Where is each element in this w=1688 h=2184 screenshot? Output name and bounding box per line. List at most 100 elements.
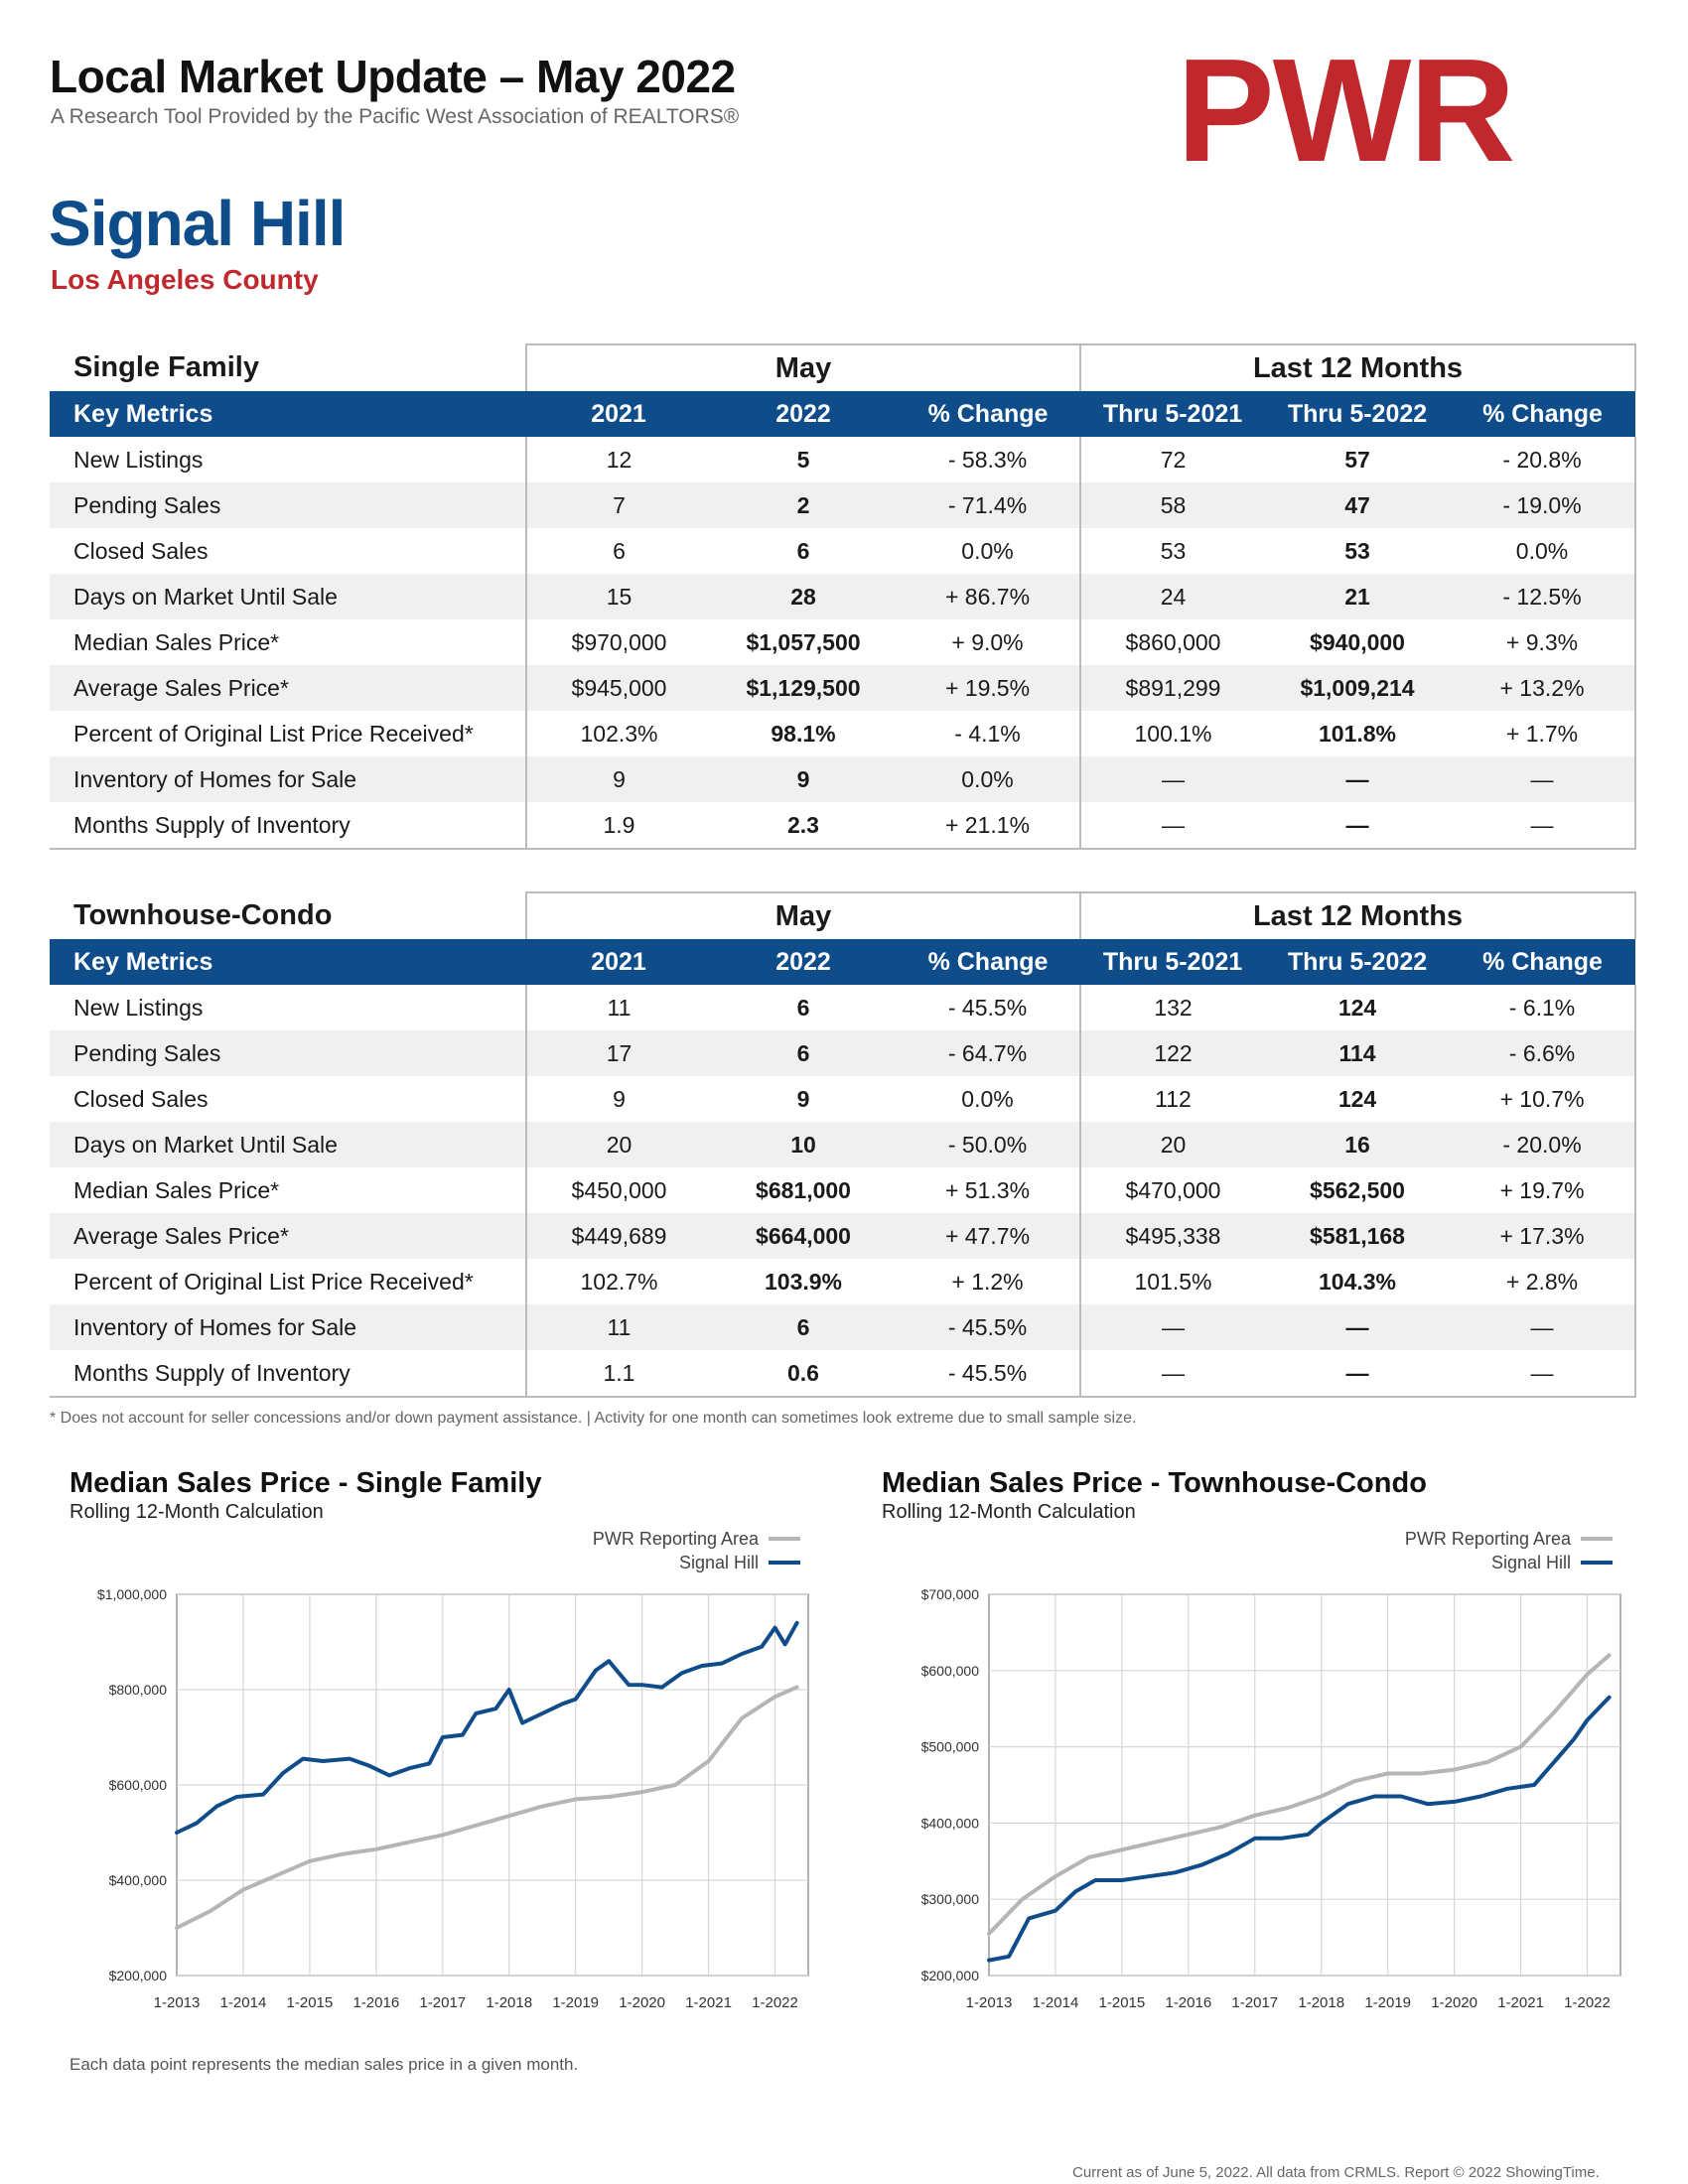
header-key-metrics: Key Metrics xyxy=(50,391,526,437)
metric-value: — xyxy=(1079,802,1266,850)
metric-value: $450,000 xyxy=(525,1167,711,1213)
metric-value: + 2.8% xyxy=(1450,1259,1637,1304)
table-row: Closed Sales 9 9 0.0% 112 124 + 10.7% xyxy=(50,1076,1637,1122)
metric-label: New Listings xyxy=(73,446,204,473)
metric-value: — xyxy=(1265,1304,1451,1350)
metric-value: 103.9% xyxy=(764,1268,842,1295)
metric-label: Months Supply of Inventory xyxy=(50,802,526,850)
table-row: Percent of Original List Price Received*… xyxy=(50,1259,1637,1304)
metric-value: — xyxy=(1265,1350,1451,1398)
metric-value: 0.0% xyxy=(961,537,1014,564)
x-tick-label: 1-2022 xyxy=(1564,1994,1611,2011)
metric-value: 9 xyxy=(525,1076,711,1122)
table-row: Inventory of Homes for Sale 11 6- 45.5% — — — xyxy=(50,1304,1637,1350)
y-tick-label: $1,000,000 xyxy=(97,1586,167,1602)
metric-value: 58 xyxy=(1079,482,1266,528)
metric-value: 112 xyxy=(1079,1076,1266,1122)
chart-title-townhouse-condo: Median Sales Price - Townhouse-Condo xyxy=(882,1467,1427,1499)
metric-value: - 6.6% xyxy=(1450,1030,1637,1076)
section-title: Townhouse-Condo xyxy=(73,899,333,931)
metric-value: + 51.3% xyxy=(944,1176,1031,1203)
metric-value: 6 xyxy=(711,1304,896,1350)
metric-value: 5 xyxy=(796,446,810,473)
table-row: New Listings 12 5 - 58.3% 72 57 - 20.8% xyxy=(50,437,1637,482)
group-month: May xyxy=(524,891,1081,939)
metric-value: $470,000 xyxy=(1079,1167,1266,1213)
metric-value: 2.3 xyxy=(711,802,896,850)
metric-value: $664,000 xyxy=(711,1213,896,1259)
y-tick-label: $200,000 xyxy=(921,1968,980,1983)
metric-value: 0.0% xyxy=(1450,528,1637,574)
metric-label: Days on Market Until Sale xyxy=(50,1122,526,1167)
page-subtitle: A Research Tool Provided by the Pacific … xyxy=(51,105,740,128)
metric-label: Average Sales Price* xyxy=(50,1213,526,1259)
metric-value: 10 xyxy=(711,1122,896,1167)
metric-value: 20 xyxy=(525,1122,711,1167)
x-tick-label: 1-2017 xyxy=(1231,1994,1278,2011)
metric-value: — xyxy=(1450,756,1637,802)
metric-value: 6 xyxy=(796,537,810,564)
y-tick-label: $600,000 xyxy=(109,1777,168,1793)
metric-value: - 20.0% xyxy=(1450,1122,1637,1167)
x-tick-label: 1-2018 xyxy=(486,1994,532,2011)
x-tick-label: 1-2015 xyxy=(1099,1994,1146,2011)
metric-value: $449,689 xyxy=(525,1213,711,1259)
x-tick-label: 1-2017 xyxy=(419,1994,466,2011)
metric-value: - 45.5% xyxy=(896,1304,1081,1350)
metric-value: 11 xyxy=(525,985,711,1030)
metric-value: + 19.5% xyxy=(896,665,1081,711)
header-key-metrics: Key Metrics xyxy=(50,939,526,985)
legend-label: Signal Hill xyxy=(1491,1553,1571,1572)
group-last-12: Last 12 Months xyxy=(1079,891,1637,939)
table-row: Median Sales Price* $970,000 $1,057,500 + 9… xyxy=(50,619,1637,665)
series-line-signal-hill xyxy=(987,1695,1612,1963)
table-row: Average Sales Price* $945,000 $1,129,500 + … xyxy=(50,665,1637,711)
metric-value: 6 xyxy=(711,1030,896,1076)
header-2021: 2021 xyxy=(526,939,711,985)
metric-label: Closed Sales xyxy=(73,1085,209,1112)
table-row: Days on Market Until Sale 15 28 + 86.7% 24 21… xyxy=(50,574,1637,619)
header-thru-2022: Thru 5-2022 xyxy=(1265,939,1451,985)
group-month: May xyxy=(524,343,1081,391)
metric-value: 0.0% xyxy=(961,1085,1014,1112)
metric-value: + 17.3% xyxy=(1450,1213,1637,1259)
metric-value: 0.6 xyxy=(711,1350,896,1398)
metric-value: 53 xyxy=(1344,537,1370,564)
header-2022: 2022 xyxy=(711,939,896,985)
section-title: Single Family xyxy=(73,351,259,383)
legend-label: Signal Hill xyxy=(679,1553,759,1572)
metric-value: - 50.0% xyxy=(896,1122,1081,1167)
x-tick-label: 1-2022 xyxy=(752,1994,798,2011)
x-tick-label: 1-2013 xyxy=(154,1994,201,2011)
metric-value: 6 xyxy=(525,528,711,574)
chart-title-single-family: Median Sales Price - Single Family xyxy=(70,1467,542,1499)
metric-value: 11 xyxy=(525,1304,711,1350)
y-tick-label: $400,000 xyxy=(109,1872,168,1888)
header-thru-2021: Thru 5-2021 xyxy=(1080,391,1266,437)
metric-value: 132 xyxy=(1079,985,1266,1030)
metric-value: - 45.5% xyxy=(947,994,1028,1021)
metric-value: 17 xyxy=(525,1030,711,1076)
metric-value: - 6.1% xyxy=(1450,985,1637,1030)
metric-label: Percent of Original List Price Received* xyxy=(73,720,474,747)
metric-value: 6 xyxy=(796,994,810,1021)
table-row: Percent of Original List Price Received*… xyxy=(50,711,1637,756)
x-tick-label: 1-2016 xyxy=(352,1994,399,2011)
table-row: Average Sales Price* $449,689 $664,000 + 47… xyxy=(50,1213,1637,1259)
metric-value: — xyxy=(1450,1350,1637,1398)
x-tick-label: 1-2019 xyxy=(1364,1994,1411,2011)
x-tick-label: 1-2014 xyxy=(220,1994,267,2011)
metric-value: 9 xyxy=(711,756,896,802)
y-tick-label: $500,000 xyxy=(921,1739,980,1755)
group-last-12: Last 12 Months xyxy=(1079,343,1637,391)
metric-label: Median Sales Price* xyxy=(73,1176,280,1203)
metric-value: $1,129,500 xyxy=(711,665,896,711)
metric-value: 100.1% xyxy=(1079,711,1266,756)
metric-value: 0.0% xyxy=(896,756,1081,802)
metric-label: Median Sales Price* xyxy=(73,628,280,655)
table-row: Months Supply of Inventory 1.1 0.6- 45.5% —… xyxy=(50,1350,1637,1398)
header-pct-change-12: % Change xyxy=(1450,939,1636,985)
metric-value: 72 xyxy=(1079,437,1266,482)
metric-value: $562,500 xyxy=(1310,1176,1405,1203)
metric-label: Inventory of Homes for Sale xyxy=(50,1304,526,1350)
